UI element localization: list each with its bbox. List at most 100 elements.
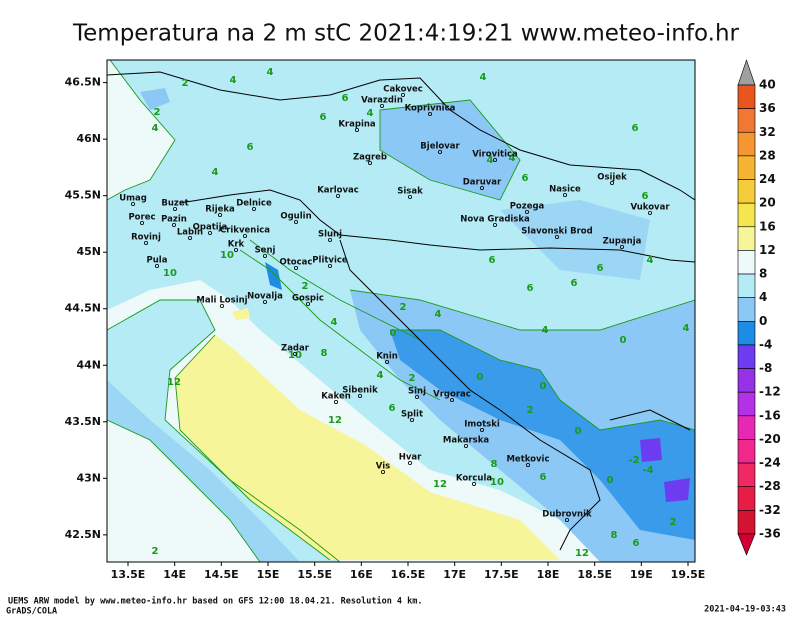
city-label: Osijek (597, 173, 627, 183)
city-label: Sinj (408, 387, 426, 397)
colorbar-label: -28 (759, 479, 781, 493)
city-dot (292, 351, 297, 356)
colorbar-label: -20 (759, 432, 781, 446)
colorbar-label: 16 (759, 219, 776, 233)
city-label: Rovinj (131, 233, 161, 243)
x-tick-label: 15.5E (297, 568, 332, 581)
city-dot (171, 222, 176, 227)
field-below-minus4 (640, 438, 690, 502)
city-label: Porec (128, 213, 155, 223)
colorbar-label: -4 (759, 337, 772, 351)
map-frame (106, 59, 696, 563)
city-dot (139, 220, 144, 225)
contour-label: 2 (182, 78, 189, 89)
city-dot (409, 417, 414, 422)
city-label: Slunj (318, 230, 342, 240)
city-dot (333, 399, 338, 404)
colorbar-band (737, 462, 756, 488)
contour-label: 4 (509, 153, 516, 164)
colorbar-arrow-top (737, 59, 756, 86)
city-dot (437, 149, 442, 154)
city-dot (620, 244, 625, 249)
colorbar-label: 0 (759, 314, 767, 328)
x-tick-label: 19E (630, 568, 653, 581)
colorbar-band (737, 179, 756, 204)
footer-software: GrADS/COLA (6, 607, 57, 617)
city-label: Bjelovar (420, 142, 460, 152)
contour-label: 2 (152, 546, 159, 557)
y-tick-label: 42.5N (65, 528, 101, 541)
city-label: Dubrovnik (542, 510, 592, 520)
city-dot (379, 104, 384, 109)
city-dot (251, 206, 256, 211)
colorbar-label: 32 (759, 125, 776, 139)
city-label: Knin (376, 352, 398, 362)
colorbar-band (737, 226, 756, 251)
city-label: Nasice (549, 185, 581, 195)
city-dot (154, 263, 159, 268)
contour-label: 2 (302, 281, 309, 292)
y-tick-label: 43N (76, 471, 101, 484)
city-dot (648, 210, 653, 215)
field-0-4 (500, 200, 650, 280)
contour-label: 0 (540, 381, 547, 392)
city-label: Senj (255, 246, 276, 256)
city-label: Cakovec (383, 85, 423, 95)
contour-label: 6 (389, 403, 396, 414)
city-label: Pazin (161, 215, 187, 225)
y-tick-label: 43.5N (65, 415, 101, 428)
city-dot (293, 219, 298, 224)
contour-label: 10 (490, 477, 504, 488)
colorbar-label: -32 (759, 503, 781, 517)
city-dot (233, 247, 238, 252)
city-label: Zagreb (353, 153, 387, 163)
contour-label: 4 (212, 167, 219, 178)
colorbar-band (737, 131, 756, 157)
city-dot (525, 209, 530, 214)
city-label: Sibenik (342, 386, 378, 396)
contour-label: -2 (628, 455, 639, 466)
city-dot (407, 194, 412, 199)
contour-label: 2 (154, 107, 161, 118)
city-dot (427, 112, 432, 117)
city-label: Zupanja (603, 237, 642, 247)
contour-label: 4 (480, 72, 487, 83)
contour-label: 4 (683, 323, 690, 334)
contour-label: 6 (540, 472, 547, 483)
city-label: Crikvenica (220, 226, 270, 236)
contour-label: 8 (321, 348, 328, 359)
colorbar-band (737, 439, 756, 464)
x-tick-label: 14E (163, 568, 186, 581)
y-tick-label: 45N (76, 245, 101, 258)
city-dot (384, 359, 389, 364)
x-tick-label: 19.5E (671, 568, 706, 581)
contour-label: 4 (152, 123, 159, 134)
contour-label: 6 (632, 123, 639, 134)
colorbar-label: 40 (759, 78, 776, 92)
contour-label: 6 (642, 191, 649, 202)
contour-label: 4 (435, 309, 442, 320)
city-label: Koprivnica (405, 104, 456, 114)
colorbar-band (737, 84, 756, 109)
field-8-12 (107, 60, 175, 200)
contour-label: 8 (491, 459, 498, 470)
city-dot (327, 237, 332, 242)
city-dot (335, 193, 340, 198)
colorbar-band (737, 415, 756, 440)
colorbar-band (737, 108, 756, 133)
x-tick-label: 15E (257, 568, 280, 581)
temperature-field (107, 60, 695, 562)
contour-label: 0 (477, 372, 484, 383)
city-label: Umag (119, 194, 147, 204)
city-label: Novalja (247, 292, 283, 302)
y-tick-label: 46N (76, 132, 101, 145)
contour-label: 6 (633, 538, 640, 549)
x-tick-label: 13.5E (111, 568, 146, 581)
colorbar-label: -8 (759, 361, 772, 375)
contour-label: 4 (367, 108, 374, 119)
city-dot (219, 303, 224, 308)
city-label: Imotski (464, 420, 500, 430)
city-label: Vukovar (630, 203, 670, 213)
city-dot (479, 427, 484, 432)
colorbar-band (737, 202, 756, 228)
